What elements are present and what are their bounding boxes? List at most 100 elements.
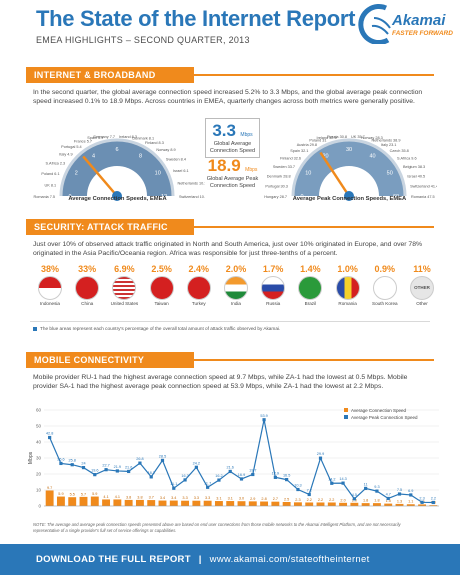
attack-country-item: 11% OTHER Other [402, 264, 442, 306]
peak-speed-label: 53.9 [260, 414, 267, 418]
security-note-text: The blue areas represent each country's … [40, 326, 281, 331]
peak-speed-label: 24.2 [193, 461, 200, 465]
peak-speed-label: 14.2 [328, 477, 335, 481]
logo-tagline: FASTER FORWARD [392, 30, 453, 37]
attack-country-name: Turkey [191, 301, 206, 306]
avg-speed-label: 2.5 [284, 498, 289, 502]
avg-speed-label: 3.0 [239, 497, 244, 501]
akamai-logo-icon [358, 4, 391, 44]
avg-gauge-country-label: Sweden 8.4 [166, 158, 186, 162]
avg-speed-label: 3.3 [194, 496, 199, 500]
page-subtitle: EMEA HIGHLIGHTS – SECOND QUARTER, 2013 [36, 35, 250, 45]
attack-country-item: 6.9% United States [104, 264, 144, 306]
avg-speed-bar [237, 501, 246, 506]
global-peak-label: Global Average Peak Connection Speed [206, 176, 259, 189]
report-url-link[interactable]: www.akamai.com/stateoftheinternet [209, 554, 370, 565]
other-flag-label: OTHER [414, 285, 430, 290]
avg-speed-label: 9.7 [47, 486, 52, 490]
y-tick-label: 0 [38, 504, 41, 509]
peak-speed-label: 16.9 [238, 473, 245, 477]
peak-gauge-tick: 0 [300, 194, 303, 200]
avg-speed-bar [45, 490, 54, 506]
peak-speed-label: 25.8 [69, 459, 76, 463]
peak-speed-point [206, 485, 210, 489]
y-tick-label: 60 [36, 408, 42, 413]
peak-speed-point [160, 458, 165, 462]
peak-gauge-country-label: Poland 31 [309, 139, 326, 143]
y-tick-label: 40 [36, 440, 42, 445]
security-note: The blue areas represent each country's … [33, 326, 280, 331]
peak-speed-point [138, 461, 142, 465]
peak-speed-point [375, 489, 379, 493]
peak-gauge-country-label: Norway 28.3 [361, 136, 382, 140]
avg-speed-bar [90, 496, 99, 506]
peak-speed-label: 19.7 [249, 468, 256, 472]
adoption-paragraph: In the second quarter, the global averag… [33, 89, 423, 105]
country-flag-icon [335, 276, 360, 300]
peak-speed-label: 21.9 [114, 465, 121, 469]
attack-country-name: South Korea [372, 301, 398, 306]
avg-speed-bar [327, 502, 336, 506]
peak-gauge-country-label: Spain 32.1 [290, 149, 308, 153]
download-report-link[interactable]: DOWNLOAD THE FULL REPORT [36, 554, 191, 565]
peak-gauge-country-label: Netherlands 38.9 [372, 139, 401, 143]
avg-gauge-country-label: Netherlands 10.1 [177, 182, 205, 186]
attack-country-item: 0.9% South Korea [365, 264, 405, 306]
peak-gauge-tick: 60 [393, 194, 399, 200]
avg-gauge-needle [82, 155, 118, 197]
avg-speed-bar [282, 502, 291, 506]
peak-speed-point [285, 478, 289, 482]
peak-gauge-needle [319, 151, 351, 197]
country-flag-icon [112, 276, 137, 300]
peak-speed-point [48, 435, 52, 440]
peak-speed-point [431, 500, 435, 505]
peak-speed-label: 7.5 [397, 488, 402, 492]
avg-gauge-country-label: Romania 7.5 [33, 195, 55, 199]
attack-country-pct: 6.9% [114, 264, 135, 274]
country-flag-icon [298, 276, 323, 300]
peak-speed-point [81, 466, 86, 470]
peak-speed-point [330, 481, 334, 485]
avg-speed-label: 1.8 [374, 499, 379, 503]
attack-country-item: 38% Indonesia [30, 264, 70, 306]
y-tick-label: 20 [36, 472, 42, 477]
legend-swatch [344, 408, 348, 412]
peak-gauge-country-label: Belgium 38.3 [403, 165, 425, 169]
note-divider [30, 321, 430, 322]
peak-speed-point [93, 473, 97, 477]
peak-speed-label: 11.7 [204, 481, 211, 485]
avg-speed-bar [192, 500, 201, 506]
peak-speed-label: 16.5 [283, 474, 290, 478]
attack-country-item: 2.5% Taiwan [142, 264, 182, 306]
security-heading: SECURITY: ATTACK TRAFFIC [26, 219, 194, 235]
adoption-rule [186, 74, 434, 76]
country-flag-icon: OTHER [410, 276, 434, 300]
avg-gauge-tick: 0 [68, 194, 71, 200]
peak-speed-point [307, 492, 311, 497]
peak-speed-label: 16.2 [215, 474, 222, 478]
peak-speed-point [386, 496, 390, 501]
y-tick-label: 30 [36, 456, 42, 461]
peak-speed-point [172, 486, 176, 490]
peak-gauge-country-label: Hungary 28.7 [264, 195, 287, 199]
avg-speed-bar [271, 501, 280, 506]
global-avg-value: 3.3 [212, 121, 236, 140]
attack-country-pct: 38% [40, 264, 59, 274]
avg-speed-bar [248, 501, 257, 506]
avg-speed-bar [214, 501, 223, 506]
y-tick-label: 50 [36, 424, 42, 429]
avg-speed-label: 3.8 [126, 495, 131, 499]
avg-gauge-arc [61, 140, 173, 196]
footer-text: DOWNLOAD THE FULL REPORT | www.akamai.co… [36, 554, 370, 565]
attack-country-item: 1.4% Brazil [290, 264, 330, 306]
peak-speed-label: 4.5 [352, 493, 357, 497]
peak-gauge-unit: Mbps [343, 182, 355, 187]
peak-speed-point [70, 463, 74, 467]
avg-gauge-country-label: Poland 6.1 [41, 172, 59, 176]
avg-gauge-country-label: Spain 5.9 [87, 136, 103, 140]
peak-speed-point [251, 472, 255, 477]
avg-speed-label: 5.9 [58, 492, 63, 496]
peak-speed-label: 10.3 [294, 484, 301, 488]
avg-speed-bar [158, 500, 167, 506]
avg-speed-label: 4.1 [103, 495, 108, 499]
